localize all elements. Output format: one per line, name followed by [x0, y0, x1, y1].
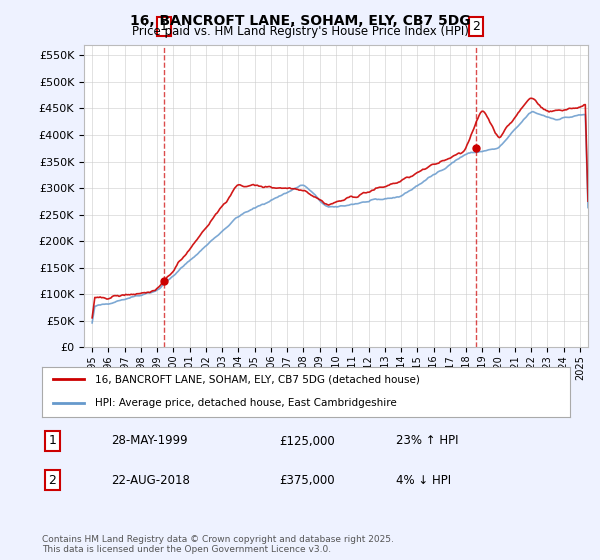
Text: 16, BANCROFT LANE, SOHAM, ELY, CB7 5DG (detached house): 16, BANCROFT LANE, SOHAM, ELY, CB7 5DG (…: [95, 375, 419, 384]
Text: 28-MAY-1999: 28-MAY-1999: [110, 435, 187, 447]
Text: 22-AUG-2018: 22-AUG-2018: [110, 474, 190, 487]
Text: HPI: Average price, detached house, East Cambridgeshire: HPI: Average price, detached house, East…: [95, 398, 397, 408]
Text: 1: 1: [49, 435, 56, 447]
Text: 2: 2: [472, 20, 480, 32]
Text: £125,000: £125,000: [280, 435, 335, 447]
Text: 23% ↑ HPI: 23% ↑ HPI: [396, 435, 458, 447]
Text: 2: 2: [49, 474, 56, 487]
Text: 4% ↓ HPI: 4% ↓ HPI: [396, 474, 451, 487]
Text: 1: 1: [160, 20, 167, 32]
Text: £375,000: £375,000: [280, 474, 335, 487]
Text: 16, BANCROFT LANE, SOHAM, ELY, CB7 5DG: 16, BANCROFT LANE, SOHAM, ELY, CB7 5DG: [130, 14, 470, 28]
Text: Contains HM Land Registry data © Crown copyright and database right 2025.
This d: Contains HM Land Registry data © Crown c…: [42, 535, 394, 554]
Text: Price paid vs. HM Land Registry's House Price Index (HPI): Price paid vs. HM Land Registry's House …: [131, 25, 469, 38]
